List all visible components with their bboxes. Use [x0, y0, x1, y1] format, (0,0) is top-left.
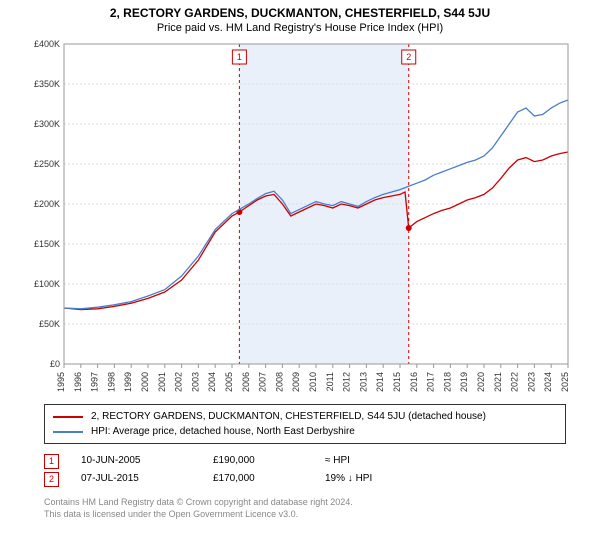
- footer-line1: Contains HM Land Registry data © Crown c…: [44, 496, 566, 508]
- transaction-row: 2 07-JUL-2015 £170,000 19% ↓ HPI: [44, 470, 566, 488]
- svg-text:£200K: £200K: [34, 199, 60, 209]
- svg-text:2004: 2004: [207, 372, 217, 392]
- svg-text:2020: 2020: [476, 372, 486, 392]
- legend-label: 2, RECTORY GARDENS, DUCKMANTON, CHESTERF…: [91, 409, 486, 424]
- svg-text:2022: 2022: [510, 372, 520, 392]
- svg-text:£50K: £50K: [39, 319, 60, 329]
- svg-text:2025: 2025: [560, 372, 570, 392]
- svg-text:2016: 2016: [409, 372, 419, 392]
- svg-text:2021: 2021: [493, 372, 503, 392]
- svg-text:2012: 2012: [342, 372, 352, 392]
- svg-text:2023: 2023: [526, 372, 536, 392]
- svg-text:2000: 2000: [140, 372, 150, 392]
- svg-text:1999: 1999: [123, 372, 133, 392]
- svg-text:£100K: £100K: [34, 279, 60, 289]
- svg-text:£150K: £150K: [34, 239, 60, 249]
- legend-swatch: [53, 416, 83, 418]
- transaction-marker: 2: [44, 472, 59, 487]
- svg-text:£350K: £350K: [34, 79, 60, 89]
- svg-text:£250K: £250K: [34, 159, 60, 169]
- legend: 2, RECTORY GARDENS, DUCKMANTON, CHESTERF…: [44, 404, 566, 444]
- svg-text:1996: 1996: [73, 372, 83, 392]
- page-title: 2, RECTORY GARDENS, DUCKMANTON, CHESTERF…: [0, 0, 600, 20]
- svg-text:2003: 2003: [190, 372, 200, 392]
- svg-text:2015: 2015: [392, 372, 402, 392]
- page-subtitle: Price paid vs. HM Land Registry's House …: [0, 20, 600, 38]
- svg-text:1998: 1998: [106, 372, 116, 392]
- svg-text:2007: 2007: [258, 372, 268, 392]
- svg-text:2011: 2011: [325, 372, 335, 391]
- svg-text:£400K: £400K: [34, 39, 60, 49]
- svg-text:2009: 2009: [291, 372, 301, 392]
- footer-line2: This data is licensed under the Open Gov…: [44, 508, 566, 520]
- svg-text:2014: 2014: [375, 372, 385, 392]
- root: 2, RECTORY GARDENS, DUCKMANTON, CHESTERF…: [0, 0, 600, 560]
- svg-text:2010: 2010: [308, 372, 318, 392]
- legend-item: HPI: Average price, detached house, Nort…: [53, 424, 557, 439]
- svg-text:2017: 2017: [426, 372, 436, 392]
- svg-text:2018: 2018: [442, 372, 452, 392]
- svg-text:1997: 1997: [90, 372, 100, 392]
- svg-text:1: 1: [237, 52, 242, 62]
- svg-text:2019: 2019: [459, 372, 469, 392]
- svg-text:2006: 2006: [241, 372, 251, 392]
- svg-text:2008: 2008: [274, 372, 284, 392]
- transaction-date: 07-JUL-2015: [81, 470, 191, 488]
- transaction-diff: 19% ↓ HPI: [325, 470, 435, 488]
- transaction-date: 10-JUN-2005: [81, 452, 191, 470]
- legend-item: 2, RECTORY GARDENS, DUCKMANTON, CHESTERF…: [53, 409, 557, 424]
- transaction-row: 1 10-JUN-2005 £190,000 ≈ HPI: [44, 452, 566, 470]
- svg-text:2005: 2005: [224, 372, 234, 392]
- legend-swatch: [53, 431, 83, 433]
- svg-text:2002: 2002: [174, 372, 184, 392]
- chart: £0 £50K £100K £150K £200K £250K £300K £350K £400…: [20, 38, 580, 398]
- legend-label: HPI: Average price, detached house, Nort…: [91, 424, 355, 439]
- svg-text:2013: 2013: [358, 372, 368, 392]
- svg-text:1995: 1995: [56, 372, 66, 392]
- svg-text:2: 2: [406, 52, 411, 62]
- transaction-price: £190,000: [213, 452, 303, 470]
- transaction-diff: ≈ HPI: [325, 452, 435, 470]
- svg-text:2024: 2024: [543, 372, 553, 392]
- svg-text:£300K: £300K: [34, 119, 60, 129]
- svg-text:2001: 2001: [157, 372, 167, 392]
- transaction-price: £170,000: [213, 470, 303, 488]
- footer: Contains HM Land Registry data © Crown c…: [44, 496, 566, 520]
- transactions: 1 10-JUN-2005 £190,000 ≈ HPI 2 07-JUL-2015 £17…: [44, 452, 566, 488]
- transaction-marker: 1: [44, 454, 59, 469]
- svg-text:£0: £0: [50, 359, 60, 369]
- chart-svg: £0 £50K £100K £150K £200K £250K £300K £350K £400…: [20, 38, 580, 398]
